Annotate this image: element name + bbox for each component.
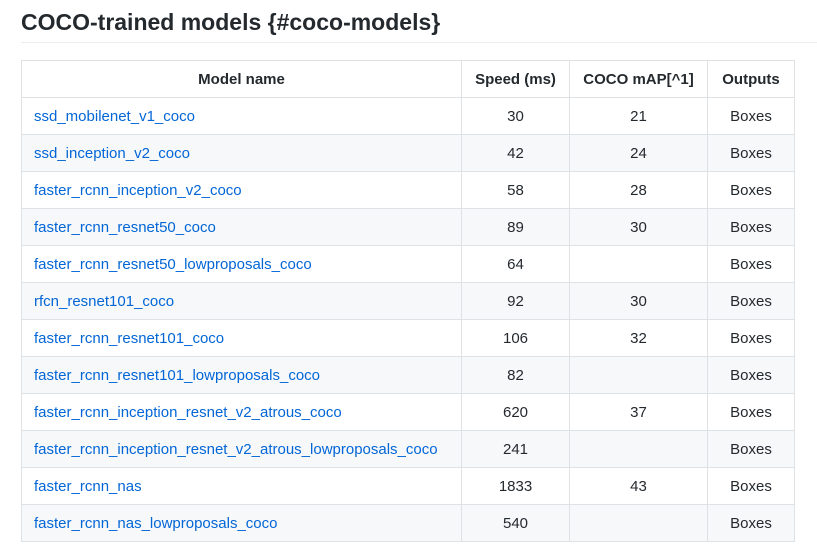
speed-cell: 106 xyxy=(461,319,570,357)
model-link[interactable]: ssd_mobilenet_v1_coco xyxy=(34,107,195,125)
table-row: faster_rcnn_resnet50_coco 89 30 Boxes xyxy=(21,208,795,246)
coco-models-table: Model name Speed (ms) COCO mAP[^1] Outpu… xyxy=(21,60,795,542)
table-row: faster_rcnn_resnet50_lowproposals_coco 64… xyxy=(21,245,795,283)
coco-map-cell: 37 xyxy=(569,393,708,431)
header-row: Model name Speed (ms) COCO mAP[^1] Outpu… xyxy=(21,60,795,98)
coco-map-cell: 24 xyxy=(569,134,708,172)
speed-cell: 92 xyxy=(461,282,570,320)
speed-cell: 30 xyxy=(461,97,570,135)
model-name-cell: ssd_mobilenet_v1_coco xyxy=(21,97,462,135)
header-outputs: Outputs xyxy=(707,60,795,98)
model-name-cell: faster_rcnn_resnet101_coco xyxy=(21,319,462,357)
table-row: faster_rcnn_resnet101_coco 106 32 Boxes xyxy=(21,319,795,357)
speed-cell: 620 xyxy=(461,393,570,431)
speed-cell: 1833 xyxy=(461,467,570,505)
table-row: faster_rcnn_resnet101_lowproposals_coco 8… xyxy=(21,356,795,394)
coco-map-cell: 32 xyxy=(569,319,708,357)
heading-divider xyxy=(21,42,817,43)
table-row: faster_rcnn_nas_lowproposals_coco 540 Boxe… xyxy=(21,504,795,542)
table-row: rfcn_resnet101_coco 92 30 Boxes xyxy=(21,282,795,320)
outputs-cell: Boxes xyxy=(707,356,795,394)
model-link[interactable]: faster_rcnn_resnet101_coco xyxy=(34,329,225,347)
model-name-cell: faster_rcnn_resnet50_lowproposals_coco xyxy=(21,245,462,283)
speed-cell: 82 xyxy=(461,356,570,394)
model-link[interactable]: rfcn_resnet101_coco xyxy=(34,292,175,310)
speed-cell: 42 xyxy=(461,134,570,172)
coco-map-cell: 28 xyxy=(569,171,708,209)
model-link[interactable]: faster_rcnn_resnet50_lowproposals_coco xyxy=(34,255,312,273)
coco-map-cell xyxy=(569,504,708,542)
speed-cell: 64 xyxy=(461,245,570,283)
header-model-name: Model name xyxy=(21,60,462,98)
model-link[interactable]: faster_rcnn_inception_resnet_v2_atrous_l… xyxy=(34,440,438,458)
coco-map-cell xyxy=(569,430,708,468)
model-name-cell: faster_rcnn_inception_resnet_v2_atrous_c… xyxy=(21,393,462,431)
speed-cell: 241 xyxy=(461,430,570,468)
coco-map-cell: 30 xyxy=(569,282,708,320)
table-row: ssd_mobilenet_v1_coco 30 21 Boxes xyxy=(21,97,795,135)
model-name-cell: faster_rcnn_nas_lowproposals_coco xyxy=(21,504,462,542)
model-link[interactable]: ssd_inception_v2_coco xyxy=(34,144,190,162)
outputs-cell: Boxes xyxy=(707,97,795,135)
model-name-cell: faster_rcnn_inception_v2_coco xyxy=(21,171,462,209)
model-link[interactable]: faster_rcnn_nas_lowproposals_coco xyxy=(34,514,278,532)
model-name-cell: rfcn_resnet101_coco xyxy=(21,282,462,320)
outputs-cell: Boxes xyxy=(707,467,795,505)
table-row: faster_rcnn_inception_resnet_v2_atrous_l… xyxy=(21,430,795,468)
table-row: faster_rcnn_inception_v2_coco 58 28 Boxes xyxy=(21,171,795,209)
coco-map-cell: 21 xyxy=(569,97,708,135)
model-name-cell: faster_rcnn_resnet101_lowproposals_coco xyxy=(21,356,462,394)
model-name-cell: faster_rcnn_inception_resnet_v2_atrous_l… xyxy=(21,430,462,468)
model-link[interactable]: faster_rcnn_inception_resnet_v2_atrous_c… xyxy=(34,403,342,421)
outputs-cell: Boxes xyxy=(707,319,795,357)
outputs-cell: Boxes xyxy=(707,134,795,172)
outputs-cell: Boxes xyxy=(707,504,795,542)
coco-map-cell: 30 xyxy=(569,208,708,246)
outputs-cell: Boxes xyxy=(707,171,795,209)
model-link[interactable]: faster_rcnn_resnet50_coco xyxy=(34,218,216,236)
model-name-cell: faster_rcnn_nas xyxy=(21,467,462,505)
table-row: faster_rcnn_inception_resnet_v2_atrous_c… xyxy=(21,393,795,431)
outputs-cell: Boxes xyxy=(707,245,795,283)
speed-cell: 58 xyxy=(461,171,570,209)
table-row: faster_rcnn_nas 1833 43 Boxes xyxy=(21,467,795,505)
model-link[interactable]: faster_rcnn_resnet101_lowproposals_coco xyxy=(34,366,321,384)
table-row: ssd_inception_v2_coco 42 24 Boxes xyxy=(21,134,795,172)
model-link[interactable]: faster_rcnn_nas xyxy=(34,477,142,495)
section-heading: COCO-trained models {#coco-models} xyxy=(21,9,441,35)
coco-map-cell xyxy=(569,245,708,283)
speed-cell: 540 xyxy=(461,504,570,542)
header-coco-map: COCO mAP[^1] xyxy=(569,60,708,98)
outputs-cell: Boxes xyxy=(707,282,795,320)
coco-map-cell: 43 xyxy=(569,467,708,505)
speed-cell: 89 xyxy=(461,208,570,246)
model-name-cell: ssd_inception_v2_coco xyxy=(21,134,462,172)
outputs-cell: Boxes xyxy=(707,430,795,468)
outputs-cell: Boxes xyxy=(707,393,795,431)
coco-map-cell xyxy=(569,356,708,394)
model-name-cell: faster_rcnn_resnet50_coco xyxy=(21,208,462,246)
outputs-cell: Boxes xyxy=(707,208,795,246)
header-speed: Speed (ms) xyxy=(461,60,570,98)
table-body: ssd_mobilenet_v1_coco 30 21 Boxes ssd_incept… xyxy=(21,97,795,542)
table-header: Model name Speed (ms) COCO mAP[^1] Outpu… xyxy=(21,60,795,98)
model-link[interactable]: faster_rcnn_inception_v2_coco xyxy=(34,181,242,199)
